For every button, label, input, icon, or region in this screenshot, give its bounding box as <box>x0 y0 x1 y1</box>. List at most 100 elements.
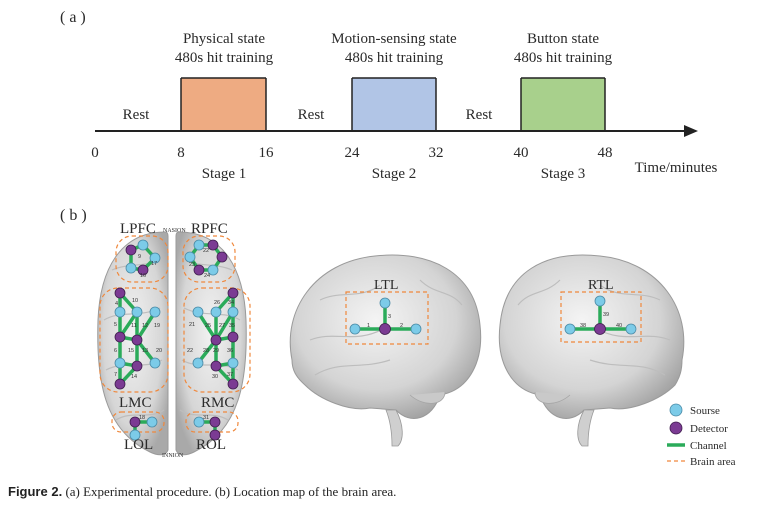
detector-icon <box>216 251 228 263</box>
detector-icon <box>207 239 219 251</box>
rest-label-2: Rest <box>298 107 326 123</box>
channel-line <box>214 311 235 341</box>
rtl-area <box>560 291 642 343</box>
detector-icon <box>114 287 126 299</box>
caption-text: (a) Experimental procedure. (b) Location… <box>62 484 397 499</box>
legend-brain-area-label: Brain area <box>690 456 736 468</box>
detector-icon <box>379 323 391 335</box>
legend: Sourse Detector Channel Brain area <box>667 403 736 468</box>
right-brain-shape <box>498 254 685 419</box>
source-icon <box>146 416 158 428</box>
detector-icon <box>227 331 239 343</box>
detector-icon <box>114 331 126 343</box>
source-icon <box>129 429 141 441</box>
detector-icon <box>131 360 143 372</box>
source-icon <box>207 264 219 276</box>
source-icon <box>192 357 204 369</box>
caption-prefix: Figure 2. <box>8 484 63 499</box>
channel-number: 11 <box>131 323 137 329</box>
channel-number: 38 <box>580 323 586 329</box>
legend-source-label: Sourse <box>690 405 720 417</box>
rtl-label: RTL <box>588 278 614 293</box>
left-gyri-lines <box>309 279 463 376</box>
channel-number: 13 <box>142 348 148 354</box>
channel-number: 9 <box>138 254 141 260</box>
source-icon <box>184 251 196 263</box>
source-icon <box>564 323 576 335</box>
channel-number: 16 <box>140 273 146 279</box>
source-icon <box>594 295 606 307</box>
channel-number: 7 <box>114 372 117 378</box>
tick-0: 0 <box>91 145 99 161</box>
physical-state-title: Physical state <box>183 31 265 47</box>
source-icon <box>114 357 126 369</box>
channel-number: 30 <box>212 374 218 380</box>
source-icon <box>149 252 161 264</box>
tick-24: 24 <box>345 145 361 161</box>
tick-16: 16 <box>259 145 275 161</box>
detector-icon <box>210 360 222 372</box>
inion-label: INNION <box>162 453 184 459</box>
motion-state-title: Motion-sensing state <box>331 31 457 47</box>
button-state-title: Button state <box>527 31 599 47</box>
source-icon <box>131 306 143 318</box>
lol-label: LOL <box>124 437 153 453</box>
detector-icon <box>129 416 141 428</box>
detector-icon <box>227 378 239 390</box>
channel-number: 12 <box>142 323 148 329</box>
channel-number: 20 <box>156 348 162 354</box>
source-icon <box>149 357 161 369</box>
channel-line <box>135 311 157 341</box>
source-icon <box>192 306 204 318</box>
left-gyri <box>103 257 165 421</box>
lpfc-area <box>115 235 169 283</box>
channel-number: 1 <box>367 323 370 329</box>
source-icon <box>625 323 637 335</box>
detector-icon <box>193 264 205 276</box>
button-state-box <box>521 78 605 131</box>
stage-3-label: Stage 3 <box>541 166 586 182</box>
rol-area <box>185 411 239 433</box>
rest-label-3: Rest <box>466 107 494 123</box>
top-view-channel-numbers: 9 16 17 22 23 24 4 10 26 34 5 11 12 19 2… <box>114 248 235 421</box>
ltl-area <box>345 291 429 345</box>
channel-number: 17 <box>151 261 157 267</box>
legend-source-icon <box>669 403 683 417</box>
channel-number: 27 <box>219 323 225 329</box>
channel-number: 34 <box>228 300 234 306</box>
button-state-subtitle: 480s hit training <box>514 50 613 66</box>
channel-number: 5 <box>114 322 117 328</box>
channel-number: 24 <box>204 273 210 279</box>
tick-48: 48 <box>598 145 613 161</box>
channel-number: 22 <box>203 248 209 254</box>
channel-number: 29 <box>213 348 219 354</box>
detector-icon <box>137 264 149 276</box>
figure-caption: Figure 2. (a) Experimental procedure. (b… <box>8 484 768 500</box>
channel-number: 15 <box>128 348 134 354</box>
channel-number: 4 <box>115 301 118 307</box>
channel-number: 36 <box>227 348 233 354</box>
tick-8: 8 <box>177 145 185 161</box>
left-cerebellum <box>409 391 446 404</box>
detector-icon <box>131 334 143 346</box>
rmc-area <box>183 287 251 393</box>
tick-40: 40 <box>514 145 529 161</box>
channel-number: 6 <box>114 348 117 354</box>
source-icon <box>114 306 126 318</box>
detector-icon <box>227 287 239 299</box>
lmc-label: LMC <box>119 395 152 411</box>
timeline-arrowhead <box>684 125 698 137</box>
channel-number: 39 <box>603 312 609 318</box>
right-gyri-lines <box>517 279 671 376</box>
source-icon <box>193 239 205 251</box>
channel-number: 14 <box>131 374 137 380</box>
source-icon <box>227 357 239 369</box>
channel-number: 35 <box>229 323 235 329</box>
top-view-detectors <box>114 239 239 441</box>
detector-icon <box>209 429 221 441</box>
channel-number: 31 <box>203 415 209 421</box>
detector-icon <box>125 244 137 256</box>
rpfc-area <box>182 235 236 283</box>
channel-number: 2 <box>400 323 403 329</box>
